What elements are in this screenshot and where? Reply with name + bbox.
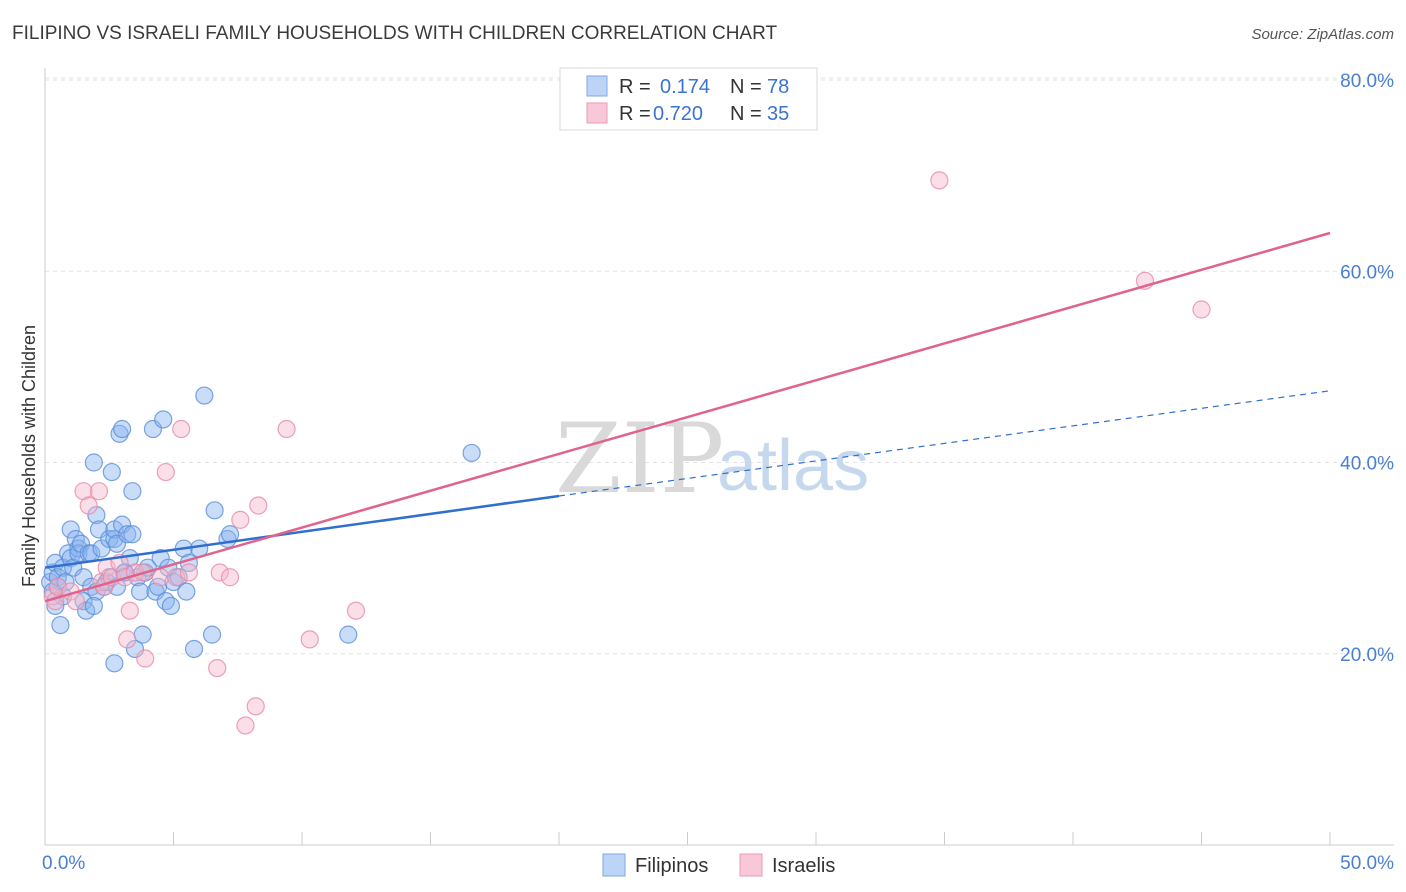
chart-title: FILIPINO VS ISRAELI FAMILY HOUSEHOLDS WI… [12,23,777,44]
filipinos-point-44 [123,482,142,501]
y-tick-label-40: 40.0% [1340,454,1394,475]
legend-r-value-israelis: 0.720 [653,103,703,125]
israelis-point-30 [249,496,268,515]
trend-lines [44,231,1331,603]
israelis-point-29 [246,697,265,716]
israelis-point-36 [1192,300,1211,319]
chart-source: Source: ZipAtlas.com [1251,26,1394,43]
filipinos-point-67 [195,386,214,405]
filipinos-point-25 [87,505,106,525]
israelis-point-25 [210,563,229,582]
legend-top: R = 0.174 N = 78 R = 0.720 N = 35 [559,67,818,131]
bottom-legend-swatch-israelis [739,853,763,877]
x-tick-label-min: 0.0% [42,853,85,874]
israelis-point-5 [74,482,93,501]
filipinos-point-38 [110,424,129,443]
filipinos-point-63 [177,582,196,601]
israelis-point-14 [118,630,137,649]
bottom-legend-swatch-filipinos [602,853,626,877]
legend-n-value-filipinos: 78 [767,76,789,98]
legend-r-label-filipinos: R = [619,76,651,98]
gridlines [45,77,1394,655]
legend-bottom: Filipinos Israelis [602,853,835,877]
filipinos-point-76 [84,596,103,616]
filipinos-point-10 [59,544,78,563]
y-axis-label: Family Households with Children [19,325,39,587]
y-tick-label-20: 20.0% [1340,645,1394,666]
filipinos-point-73 [462,443,481,463]
israelis-point-27 [231,510,250,529]
filipinos-point-72 [339,625,358,644]
filipinos-point-45 [123,525,142,544]
israelis-point-33 [346,601,366,620]
israelis-point-18 [136,649,155,668]
israelis-point-19 [151,568,170,587]
filipinos-point-33 [102,462,121,482]
israelis-point-31 [277,419,296,439]
legend-swatch-israelis [586,102,608,124]
trendline-filipinos-extrapolated [558,390,1331,497]
watermark-atlas: atlas [717,426,869,506]
filipinos-point-55 [151,549,170,568]
israelis-point-20 [156,462,175,482]
y-tick-label-80: 80.0% [1340,71,1394,92]
israelis-point-6 [79,496,98,515]
israelis-point-32 [300,630,319,649]
trendline-israelis [44,231,1331,603]
filipinos-point-75 [105,654,124,673]
legend-n-value-israelis: 35 [767,103,789,125]
watermark-zip: ZIP [555,403,724,515]
israelis-point-23 [179,563,199,582]
y-tick-label-60: 60.0% [1340,262,1394,283]
legend-r-label-israelis: R = [619,103,651,125]
filipinos-point-68 [202,625,222,644]
series-israelis-points [43,171,1211,735]
filipinos-point-69 [205,501,224,520]
legend-swatch-filipinos [586,75,608,97]
filipinos-point-39 [112,419,132,439]
israelis-point-34 [930,171,949,190]
series-filipinos-points [41,386,481,673]
filipinos-point-56 [154,410,173,429]
filipinos-point-48 [130,582,150,601]
israelis-point-28 [236,716,255,735]
legend-r-value-filipinos: 0.174 [660,76,710,98]
bottom-legend-label-filipinos: Filipinos [635,855,708,877]
x-axis-ticks [44,832,1331,845]
legend-n-label-israelis: N = [730,103,762,125]
filipinos-point-11 [61,520,80,539]
israelis-point-24 [208,658,227,678]
filipinos-point-49 [133,625,152,644]
filipinos-point-18 [74,568,93,587]
legend-n-label-filipinos: N = [730,76,762,98]
filipinos-point-59 [161,596,181,616]
x-tick-label-max: 50.0% [1340,853,1394,874]
israelis-point-26 [220,568,240,587]
filipinos-point-65 [184,639,204,659]
israelis-point-7 [89,482,109,501]
y-tick-labels: 20.0% 40.0% 60.0% 80.0% [1340,71,1394,666]
trendline-filipinos [44,494,560,569]
bottom-legend-label-israelis: Israelis [772,855,835,877]
filipinos-point-6 [51,615,70,635]
filipinos-point-24 [84,453,103,472]
israelis-point-15 [120,601,139,620]
filipinos-point-42 [118,525,137,544]
israelis-point-22 [172,419,191,439]
